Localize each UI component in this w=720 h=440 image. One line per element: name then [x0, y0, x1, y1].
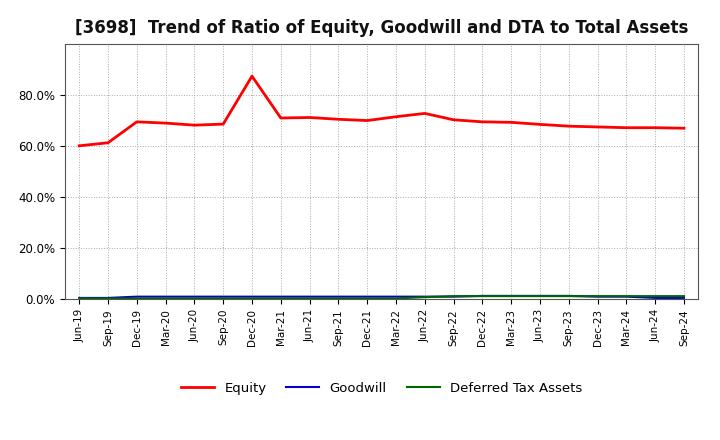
Deferred Tax Assets [564, 293, 573, 299]
Equity [75, 143, 84, 148]
Goodwill [564, 293, 573, 298]
Goodwill [363, 294, 372, 299]
Goodwill [651, 295, 660, 301]
Deferred Tax Assets [132, 296, 141, 301]
Line: Equity: Equity [79, 76, 684, 146]
Goodwill [680, 295, 688, 301]
Goodwill [305, 294, 314, 299]
Deferred Tax Assets [334, 296, 343, 301]
Deferred Tax Assets [305, 296, 314, 301]
Deferred Tax Assets [680, 293, 688, 299]
Deferred Tax Assets [507, 293, 516, 299]
Goodwill [420, 294, 429, 299]
Line: Deferred Tax Assets: Deferred Tax Assets [79, 296, 684, 298]
Equity [104, 140, 112, 145]
Deferred Tax Assets [392, 296, 400, 301]
Deferred Tax Assets [190, 296, 199, 301]
Goodwill [392, 294, 400, 299]
Goodwill [536, 293, 544, 298]
Equity [248, 73, 256, 79]
Equity [622, 125, 631, 130]
Equity [536, 122, 544, 127]
Equity [190, 122, 199, 128]
Deferred Tax Assets [75, 296, 84, 301]
Title: [3698]  Trend of Ratio of Equity, Goodwill and DTA to Total Assets: [3698] Trend of Ratio of Equity, Goodwil… [75, 19, 688, 37]
Goodwill [478, 293, 487, 298]
Equity [276, 115, 285, 121]
Line: Goodwill: Goodwill [79, 296, 684, 298]
Legend: Equity, Goodwill, Deferred Tax Assets: Equity, Goodwill, Deferred Tax Assets [176, 376, 588, 400]
Equity [392, 114, 400, 119]
Deferred Tax Assets [478, 293, 487, 299]
Equity [305, 115, 314, 120]
Deferred Tax Assets [536, 293, 544, 299]
Equity [363, 118, 372, 123]
Equity [420, 111, 429, 116]
Deferred Tax Assets [276, 296, 285, 301]
Equity [161, 121, 170, 126]
Goodwill [622, 294, 631, 299]
Deferred Tax Assets [622, 293, 631, 299]
Equity [334, 117, 343, 122]
Equity [593, 124, 602, 129]
Equity [564, 124, 573, 129]
Goodwill [132, 294, 141, 299]
Goodwill [161, 294, 170, 299]
Goodwill [248, 294, 256, 299]
Deferred Tax Assets [219, 296, 228, 301]
Equity [680, 125, 688, 131]
Goodwill [219, 294, 228, 299]
Deferred Tax Assets [363, 296, 372, 301]
Goodwill [334, 294, 343, 299]
Goodwill [593, 294, 602, 299]
Deferred Tax Assets [651, 293, 660, 299]
Equity [132, 119, 141, 125]
Deferred Tax Assets [248, 296, 256, 301]
Goodwill [104, 295, 112, 301]
Goodwill [276, 294, 285, 299]
Equity [219, 121, 228, 127]
Goodwill [75, 295, 84, 301]
Equity [449, 117, 458, 122]
Deferred Tax Assets [104, 296, 112, 301]
Goodwill [507, 293, 516, 298]
Equity [507, 120, 516, 125]
Deferred Tax Assets [420, 294, 429, 300]
Goodwill [449, 294, 458, 299]
Deferred Tax Assets [593, 293, 602, 299]
Deferred Tax Assets [161, 296, 170, 301]
Deferred Tax Assets [449, 293, 458, 299]
Goodwill [190, 294, 199, 299]
Equity [651, 125, 660, 130]
Equity [478, 119, 487, 125]
